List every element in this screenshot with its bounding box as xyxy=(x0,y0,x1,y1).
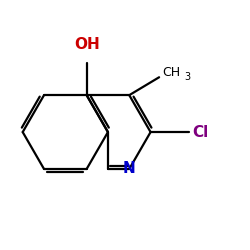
Text: 3: 3 xyxy=(185,72,191,82)
Text: N: N xyxy=(123,162,136,176)
Text: Cl: Cl xyxy=(192,124,208,140)
Text: OH: OH xyxy=(74,37,100,52)
Text: CH: CH xyxy=(162,66,181,80)
